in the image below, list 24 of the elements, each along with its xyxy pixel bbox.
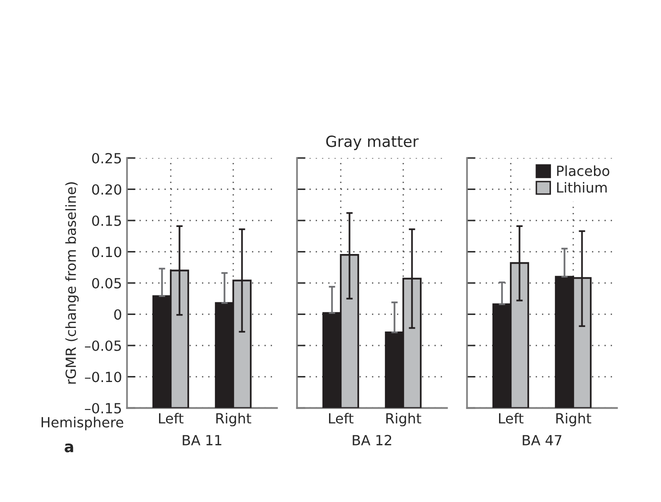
x-tick-label: Left bbox=[499, 412, 524, 424]
y-tick-label: 0.20 bbox=[92, 184, 122, 195]
legend-label: Lithium bbox=[557, 182, 607, 193]
x-tick-label: Right bbox=[216, 412, 252, 426]
x-axis-title: BA 47 bbox=[522, 435, 562, 446]
x-tick-label: Right bbox=[386, 412, 422, 426]
y-tick-label: –0.10 bbox=[84, 372, 122, 382]
text: a bbox=[64, 444, 74, 452]
chart-title: Gray matter bbox=[326, 136, 419, 150]
x-axis-title: BA 12 bbox=[352, 434, 392, 446]
y-tick-label: 0.05 bbox=[92, 278, 121, 288]
y-tick-label: 0.10 bbox=[92, 246, 122, 258]
y-tick-label: 0.25 bbox=[92, 152, 121, 164]
y-axis-title: rGMR (change from baseline) bbox=[65, 182, 79, 384]
y-tick-label: –0.15 bbox=[84, 402, 121, 414]
text: Hemisphere bbox=[42, 416, 124, 430]
x-tick-label: Right bbox=[556, 412, 592, 426]
y-tick-label: 0.15 bbox=[92, 215, 121, 226]
x-tick-label: Left bbox=[159, 412, 184, 424]
x-axis-title: BA 11 bbox=[182, 435, 222, 446]
x-tick-label: Left bbox=[329, 412, 354, 424]
legend-label: Placebo bbox=[557, 165, 610, 176]
y-tick-label: 0 bbox=[114, 309, 122, 320]
y-tick-label: –0.05 bbox=[84, 340, 121, 351]
